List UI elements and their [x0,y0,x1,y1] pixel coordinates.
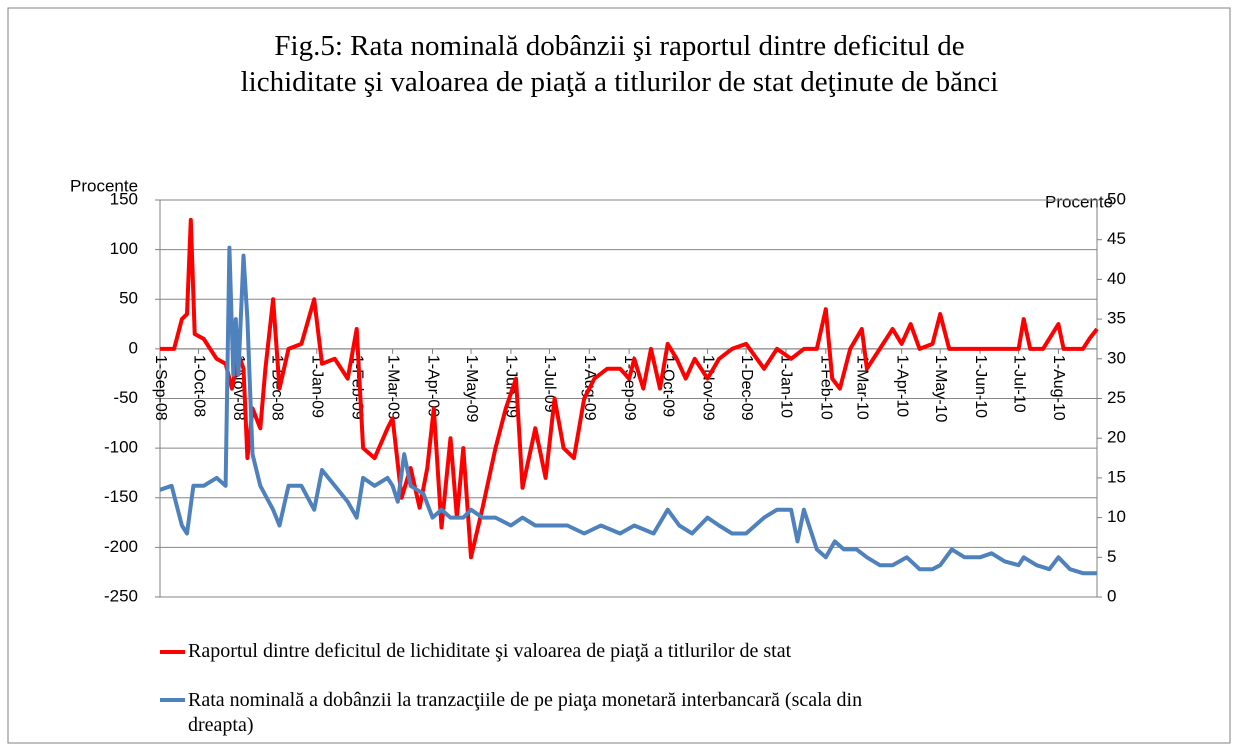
y2-axis-label: Procente [1045,192,1113,211]
x-tick-label: 1-Apr-10 [893,355,910,417]
legend-entry: Rata nominală a dobânzii la tranzacţiile… [188,689,863,736]
y2-tick-label: 15 [1107,467,1126,486]
x-tick-label: 1-Aug-10 [1050,355,1067,421]
y-tick-label: -50 [113,388,138,407]
y2-tick-label: 10 [1107,507,1126,526]
y-axis-label: Procente [70,176,138,195]
y2-tick-label: 30 [1107,348,1126,367]
y2-tick-label: 20 [1107,428,1126,447]
y-tick-label: 100 [110,239,138,258]
series-line [159,245,1097,576]
legend-entry: Raportul dintre deficitul de lichiditate… [188,640,792,662]
x-tick-label: 1-Jan-09 [309,355,326,418]
y2-tick-label: 5 [1107,547,1116,566]
y-tick-label: -250 [104,586,138,605]
y-tick-label: -150 [104,487,138,506]
y2-tick-label: 35 [1107,309,1126,328]
x-tick-label: 1-Jul-10 [1010,355,1027,413]
x-tick-label: 1-Jun-10 [972,355,989,418]
y2-tick-label: 50 [1107,189,1126,208]
y-tick-label: -200 [104,537,138,556]
x-tick-label: 1-Oct-08 [190,355,207,417]
frame [7,7,1231,744]
y2-tick-label: 0 [1107,586,1116,605]
x-tick-label: 1-May-09 [463,355,480,423]
x-tick-label: 1-Mar-10 [854,355,871,420]
y2-tick-label: 25 [1107,388,1126,407]
x-tick-label: 1-Sep-08 [152,355,169,421]
y-tick-label: 0 [129,338,138,357]
y-tick-label: 50 [119,289,138,308]
chart-title: Fig.5: Rata nominală dobânzii şi raportu… [240,30,999,98]
x-tick-label: 1-May-10 [932,355,949,423]
x-tick-label: 1-Apr-09 [424,355,441,417]
y2-tick-label: 40 [1107,269,1126,288]
x-tick-label: 1-Jan-10 [778,355,795,418]
x-tick-label: 1-Mar-09 [384,355,401,420]
x-tick-label: 1-Dec-09 [738,355,755,421]
series-line [160,217,1099,560]
y-tick-label: 150 [110,189,138,208]
y-tick-label: -100 [104,438,138,457]
y2-tick-label: 45 [1107,229,1126,248]
